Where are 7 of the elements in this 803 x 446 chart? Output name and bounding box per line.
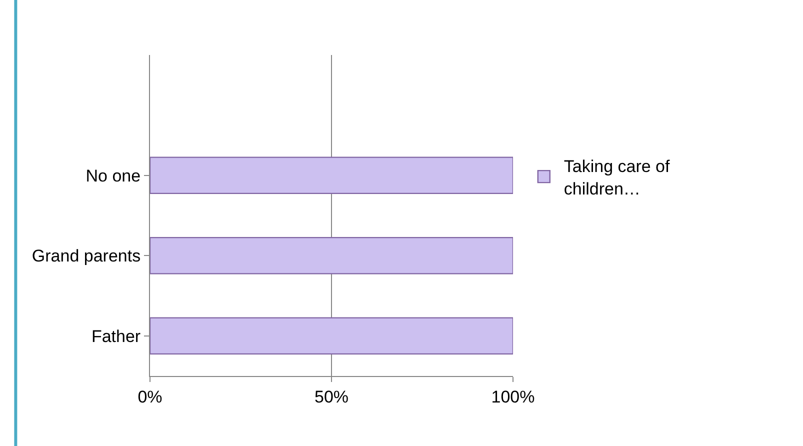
x-tick-label: 50% (314, 387, 349, 406)
y-tick-label: Grand parents (32, 246, 141, 266)
x-tick-label: 100% (491, 387, 535, 406)
y-tick-label: Father (91, 326, 141, 346)
legend-label: Taking care of children… (564, 157, 670, 198)
x-tick-label: 0% (138, 387, 162, 406)
y-tick-label: No one (86, 166, 141, 186)
